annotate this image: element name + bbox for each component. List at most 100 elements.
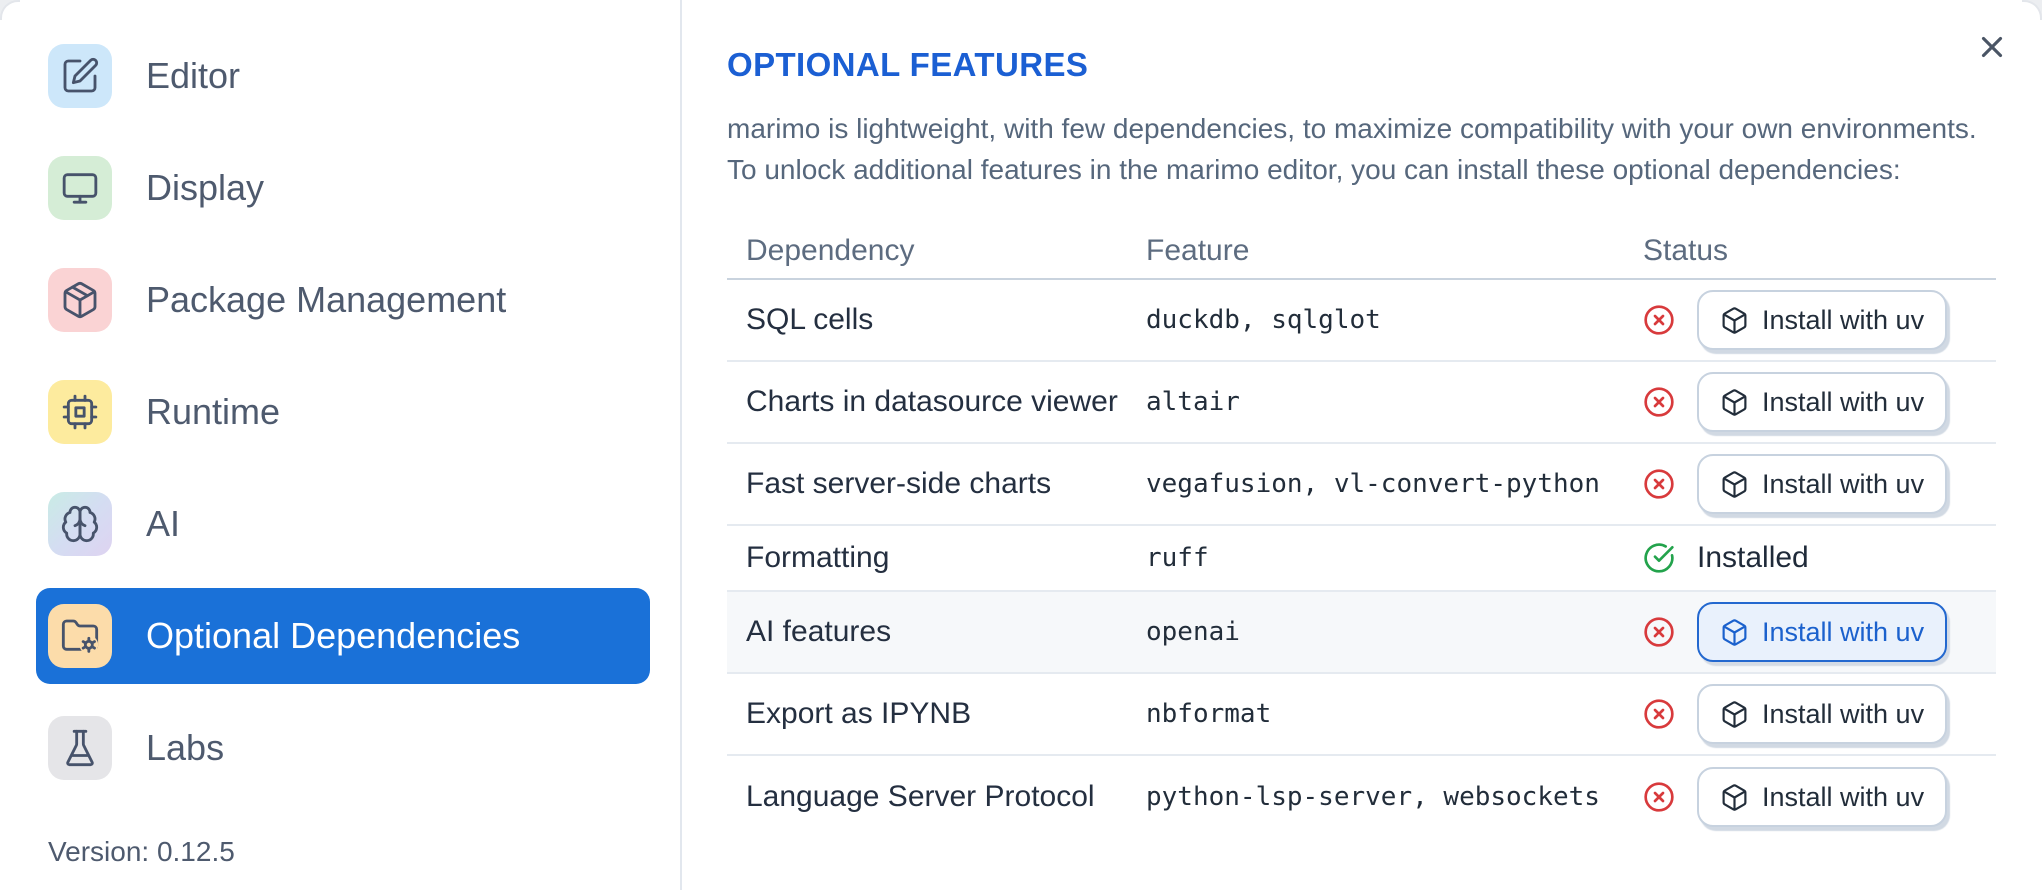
installed-check-icon — [1643, 542, 1675, 574]
not-installed-x-icon — [1643, 781, 1675, 813]
dependency-cell: Charts in datasource viewer — [746, 385, 1118, 418]
table-body: SQL cells duckdb, sqlglot Install with u… — [727, 280, 1996, 838]
status-cell: Installed — [1643, 541, 1996, 575]
status-cell: Install with uv — [1643, 684, 1996, 744]
table-row-charts-in-datasource-viewer: Charts in datasource viewer altair Insta… — [727, 362, 1996, 444]
status-cell: Install with uv — [1643, 602, 1996, 662]
sidebar-item-icon-box — [48, 44, 112, 108]
sidebar-item-ai[interactable]: AI — [36, 476, 650, 572]
feature-cell: ruff — [1146, 543, 1209, 573]
sidebar-item-labs[interactable]: Labs — [36, 700, 650, 796]
feature-cell: vegafusion, vl-convert-python — [1146, 469, 1600, 499]
optional-features-panel: OPTIONAL FEATURES marimo is lightweight,… — [682, 0, 2042, 890]
package-box-icon — [1720, 783, 1749, 812]
package-icon — [60, 280, 100, 320]
folder-cog-icon — [60, 616, 100, 656]
sidebar-item-display[interactable]: Display — [36, 140, 650, 236]
sidebar-item-icon-box — [48, 156, 112, 220]
status-cell: Install with uv — [1643, 767, 1996, 827]
table-row-language-server-protocol: Language Server Protocol python-lsp-serv… — [727, 756, 1996, 838]
package-box-icon — [1720, 470, 1749, 499]
install-button-label: Install with uv — [1762, 468, 1925, 499]
sidebar-item-icon-box — [48, 604, 112, 668]
feature-cell: duckdb, sqlglot — [1146, 305, 1381, 335]
sidebar-item-label: AI — [146, 503, 181, 544]
package-box-icon — [1720, 388, 1749, 417]
not-installed-x-icon — [1643, 304, 1675, 336]
installed-status-label: Installed — [1697, 541, 1809, 574]
install-button-label: Install with uv — [1762, 698, 1925, 729]
sidebar-item-icon-box — [48, 268, 112, 332]
sidebar-item-label: Runtime — [146, 391, 281, 432]
sidebar-item-editor[interactable]: Editor — [36, 28, 650, 124]
column-header-dependency: Dependency — [746, 234, 915, 267]
close-x-icon — [1975, 30, 2009, 67]
description-line-1: marimo is lightweight, with few dependen… — [727, 113, 1977, 144]
install-with-uv-button[interactable]: Install with uv — [1697, 290, 1948, 350]
install-button-label: Install with uv — [1762, 616, 1925, 647]
table-row-sql-cells: SQL cells duckdb, sqlglot Install with u… — [727, 280, 1996, 362]
dependency-cell: AI features — [746, 615, 892, 648]
table-row-export-as-ipynb: Export as IPYNB nbformat Install with uv — [727, 674, 1996, 756]
table-row-formatting: Formatting ruff Installed — [727, 526, 1996, 592]
package-box-icon — [1720, 306, 1749, 335]
table-row-fast-server-side-charts: Fast server-side charts vegafusion, vl-c… — [727, 444, 1996, 526]
table-header-row: Dependency Feature Status — [727, 224, 1996, 280]
status-cell: Install with uv — [1643, 372, 1996, 432]
sidebar-item-package-management[interactable]: Package Management — [36, 252, 650, 348]
table-row-ai-features: AI features openai Install with uv — [727, 592, 1996, 674]
flask-icon — [60, 728, 100, 768]
feature-cell: python-lsp-server, websockets — [1146, 782, 1600, 812]
sidebar-item-optional-dependencies[interactable]: Optional Dependencies — [36, 588, 650, 684]
install-with-uv-button[interactable]: Install with uv — [1697, 454, 1948, 514]
dependency-cell: Export as IPYNB — [746, 697, 972, 730]
column-header-status: Status — [1643, 234, 1729, 267]
install-with-uv-button[interactable]: Install with uv — [1697, 684, 1948, 744]
install-with-uv-button[interactable]: Install with uv — [1697, 602, 1948, 662]
not-installed-x-icon — [1643, 468, 1675, 500]
dependencies-table: Dependency Feature Status SQL cells duck… — [727, 224, 1996, 838]
sidebar-item-label: Labs — [146, 727, 225, 768]
panel-title: OPTIONAL FEATURES — [727, 46, 1089, 83]
close-button[interactable] — [1970, 26, 2014, 70]
sidebar-item-label: Package Management — [146, 279, 507, 320]
settings-sidebar: Editor Display Package Management Runtim… — [0, 0, 682, 890]
sidebar-item-label: Display — [146, 167, 265, 208]
dependency-cell: Formatting — [746, 541, 890, 574]
brain-icon — [60, 504, 100, 544]
package-box-icon — [1720, 618, 1749, 647]
dependency-cell: Language Server Protocol — [746, 780, 1095, 813]
dependency-cell: Fast server-side charts — [746, 467, 1052, 500]
description-line-2: To unlock additional features in the mar… — [727, 154, 1901, 185]
sidebar-item-icon-box — [48, 492, 112, 556]
install-button-label: Install with uv — [1762, 304, 1925, 335]
column-header-feature: Feature — [1146, 234, 1250, 267]
status-cell: Install with uv — [1643, 454, 1996, 514]
feature-cell: openai — [1146, 617, 1240, 647]
not-installed-x-icon — [1643, 616, 1675, 648]
sidebar-item-runtime[interactable]: Runtime — [36, 364, 650, 460]
square-pen-icon — [60, 56, 100, 96]
feature-cell: nbformat — [1146, 699, 1272, 729]
cpu-icon — [60, 392, 100, 432]
dialog-corner-top-right — [2022, 0, 2042, 20]
dependency-cell: SQL cells — [746, 303, 874, 336]
package-box-icon — [1720, 700, 1749, 729]
not-installed-x-icon — [1643, 386, 1675, 418]
sidebar-item-label: Editor — [146, 55, 241, 96]
install-with-uv-button[interactable]: Install with uv — [1697, 372, 1948, 432]
panel-description: marimo is lightweight, with few dependen… — [727, 108, 1996, 190]
dialog-corner-top-left — [0, 0, 20, 20]
sidebar-item-label: Optional Dependencies — [146, 615, 521, 656]
install-button-label: Install with uv — [1762, 386, 1925, 417]
sidebar-item-icon-box — [48, 380, 112, 444]
feature-cell: altair — [1146, 387, 1240, 417]
sidebar-nav: Editor Display Package Management Runtim… — [0, 28, 680, 796]
version-label: Version: 0.12.5 — [48, 836, 235, 867]
status-cell: Install with uv — [1643, 290, 1996, 350]
install-with-uv-button[interactable]: Install with uv — [1697, 767, 1948, 827]
install-button-label: Install with uv — [1762, 781, 1925, 812]
monitor-icon — [60, 168, 100, 208]
sidebar-item-icon-box — [48, 716, 112, 780]
not-installed-x-icon — [1643, 698, 1675, 730]
